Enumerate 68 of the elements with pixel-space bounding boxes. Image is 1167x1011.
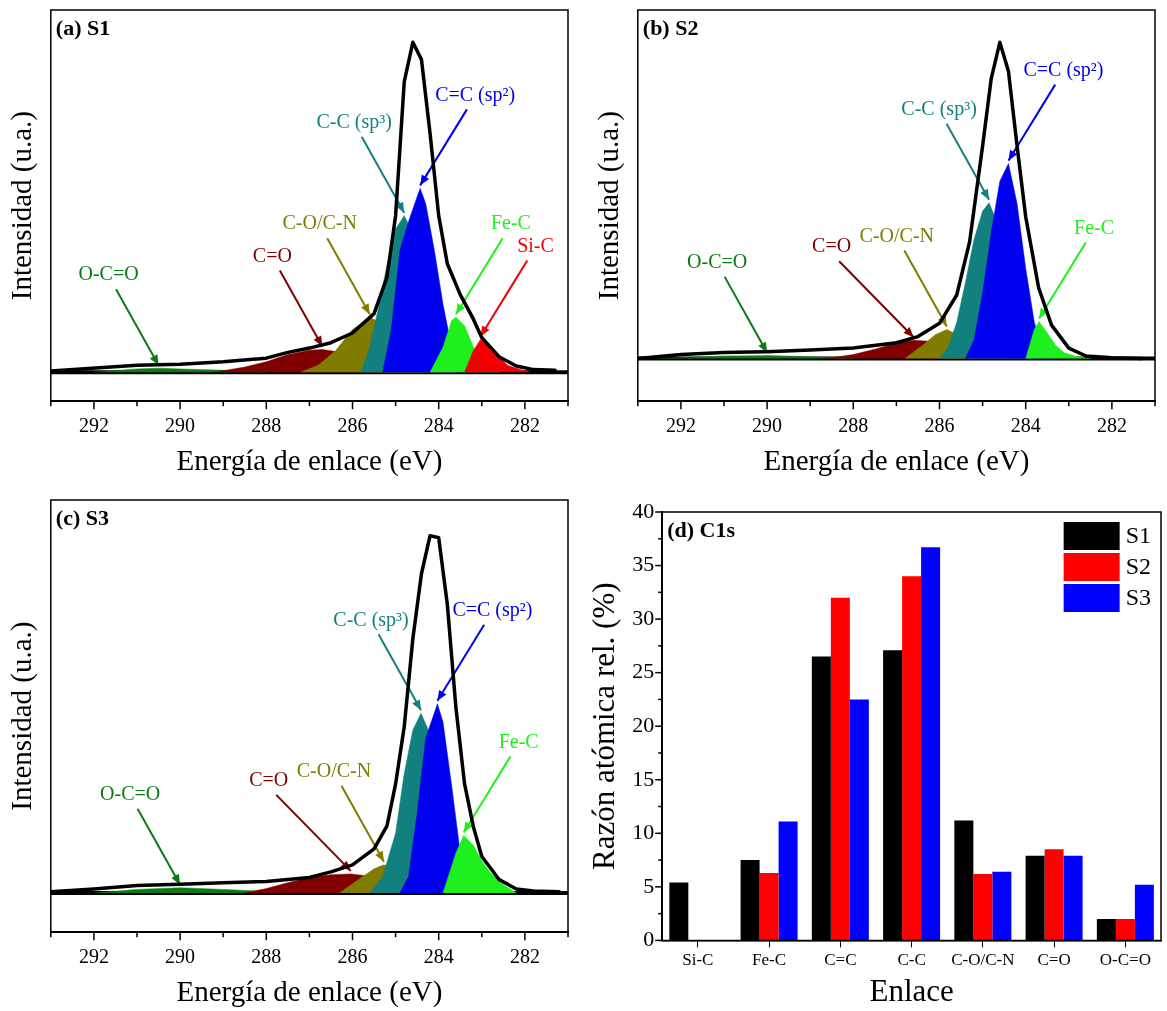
y-axis-title: Intensidad (u.a.): [5, 621, 39, 811]
x-tick-label: Si-C: [682, 950, 714, 970]
text: Fe-C: [1074, 215, 1115, 238]
legend-label: S1: [1125, 522, 1152, 549]
x-tick-label: 284: [423, 414, 454, 437]
x-tick-label: 292: [78, 414, 109, 437]
y-tick-label: 10: [632, 819, 655, 845]
x-tick-label: 288: [251, 414, 282, 437]
x-tick-label: 292: [78, 945, 109, 968]
x-tick-label: O-C=O: [1099, 950, 1151, 970]
x-tick-label: C=C: [824, 950, 857, 970]
text: C=C (sp²): [1023, 57, 1104, 81]
y-tick-label: 35: [632, 551, 655, 577]
y-tick-label: 5: [643, 872, 655, 898]
x-tick-label: 286: [337, 945, 368, 968]
text: O-C=O: [687, 249, 748, 272]
x-tick-label: 288: [838, 414, 869, 437]
x-tick-label: 290: [165, 945, 196, 968]
y-tick-label: 25: [632, 658, 655, 684]
y-tick-label: 15: [632, 765, 655, 791]
x-axis-title: Energía de enlace (eV): [763, 444, 1030, 478]
text: C-O/C-N: [296, 759, 372, 782]
x-tick-label: C=O: [1037, 950, 1071, 970]
text: C=O: [249, 768, 289, 791]
legend-label: S3: [1125, 584, 1152, 611]
text: C=C (sp²): [452, 598, 533, 622]
chart-title: (d) C1s: [667, 516, 736, 542]
text: Fe-C: [498, 729, 539, 752]
x-tick-label: 292: [665, 414, 696, 437]
y-axis-title: Intensidad (u.a.): [5, 110, 39, 301]
chart-title: (c) S3: [55, 504, 109, 530]
y-tick-label: 20: [632, 711, 655, 737]
y-tick-label: 30: [632, 604, 655, 630]
x-tick-label: C-O/C-N: [951, 950, 1015, 970]
x-tick-label: 290: [752, 414, 783, 437]
text: C-C (sp³): [333, 607, 409, 631]
x-tick-label: 288: [251, 945, 282, 968]
x-axis-title: Energía de enlace (eV): [176, 975, 443, 1009]
x-tick-label: 284: [1010, 414, 1041, 437]
text: C-O/C-N: [282, 211, 357, 234]
y-axis-title: Intensidad (u.a.): [592, 110, 626, 301]
text: O-C=O: [100, 782, 161, 805]
x-tick-label: 282: [509, 945, 540, 968]
x-tick-label: 286: [924, 414, 955, 437]
chart-title: (a) S1: [55, 14, 111, 40]
text: C-O/C-N: [859, 223, 935, 246]
y-tick-label: 0: [643, 926, 655, 952]
text: C=O: [252, 243, 292, 266]
text: C=O: [812, 234, 852, 257]
x-tick-label: Fe-C: [752, 950, 787, 970]
x-tick-label: 286: [337, 414, 368, 437]
text: O-C=O: [78, 262, 139, 285]
x-axis-title: Enlace: [869, 972, 954, 1008]
x-tick-label: C-C: [897, 950, 926, 970]
text: C-C (sp³): [316, 109, 392, 133]
x-tick-label: 284: [423, 945, 454, 968]
legend-label: S2: [1125, 553, 1152, 580]
x-tick-label: 282: [509, 414, 540, 437]
text: C=C (sp²): [435, 82, 516, 106]
chart-title: (b) S2: [642, 14, 699, 40]
x-axis-title: Energía de enlace (eV): [176, 444, 443, 478]
text: Si-C: [517, 233, 554, 256]
text: Fe-C: [490, 211, 531, 234]
text: C-C (sp³): [901, 96, 977, 120]
y-tick-label: 40: [632, 497, 655, 523]
y-axis-title: Razón atómica rel. (%): [585, 582, 621, 870]
x-tick-label: 282: [1096, 414, 1127, 437]
x-tick-label: 290: [165, 414, 196, 437]
